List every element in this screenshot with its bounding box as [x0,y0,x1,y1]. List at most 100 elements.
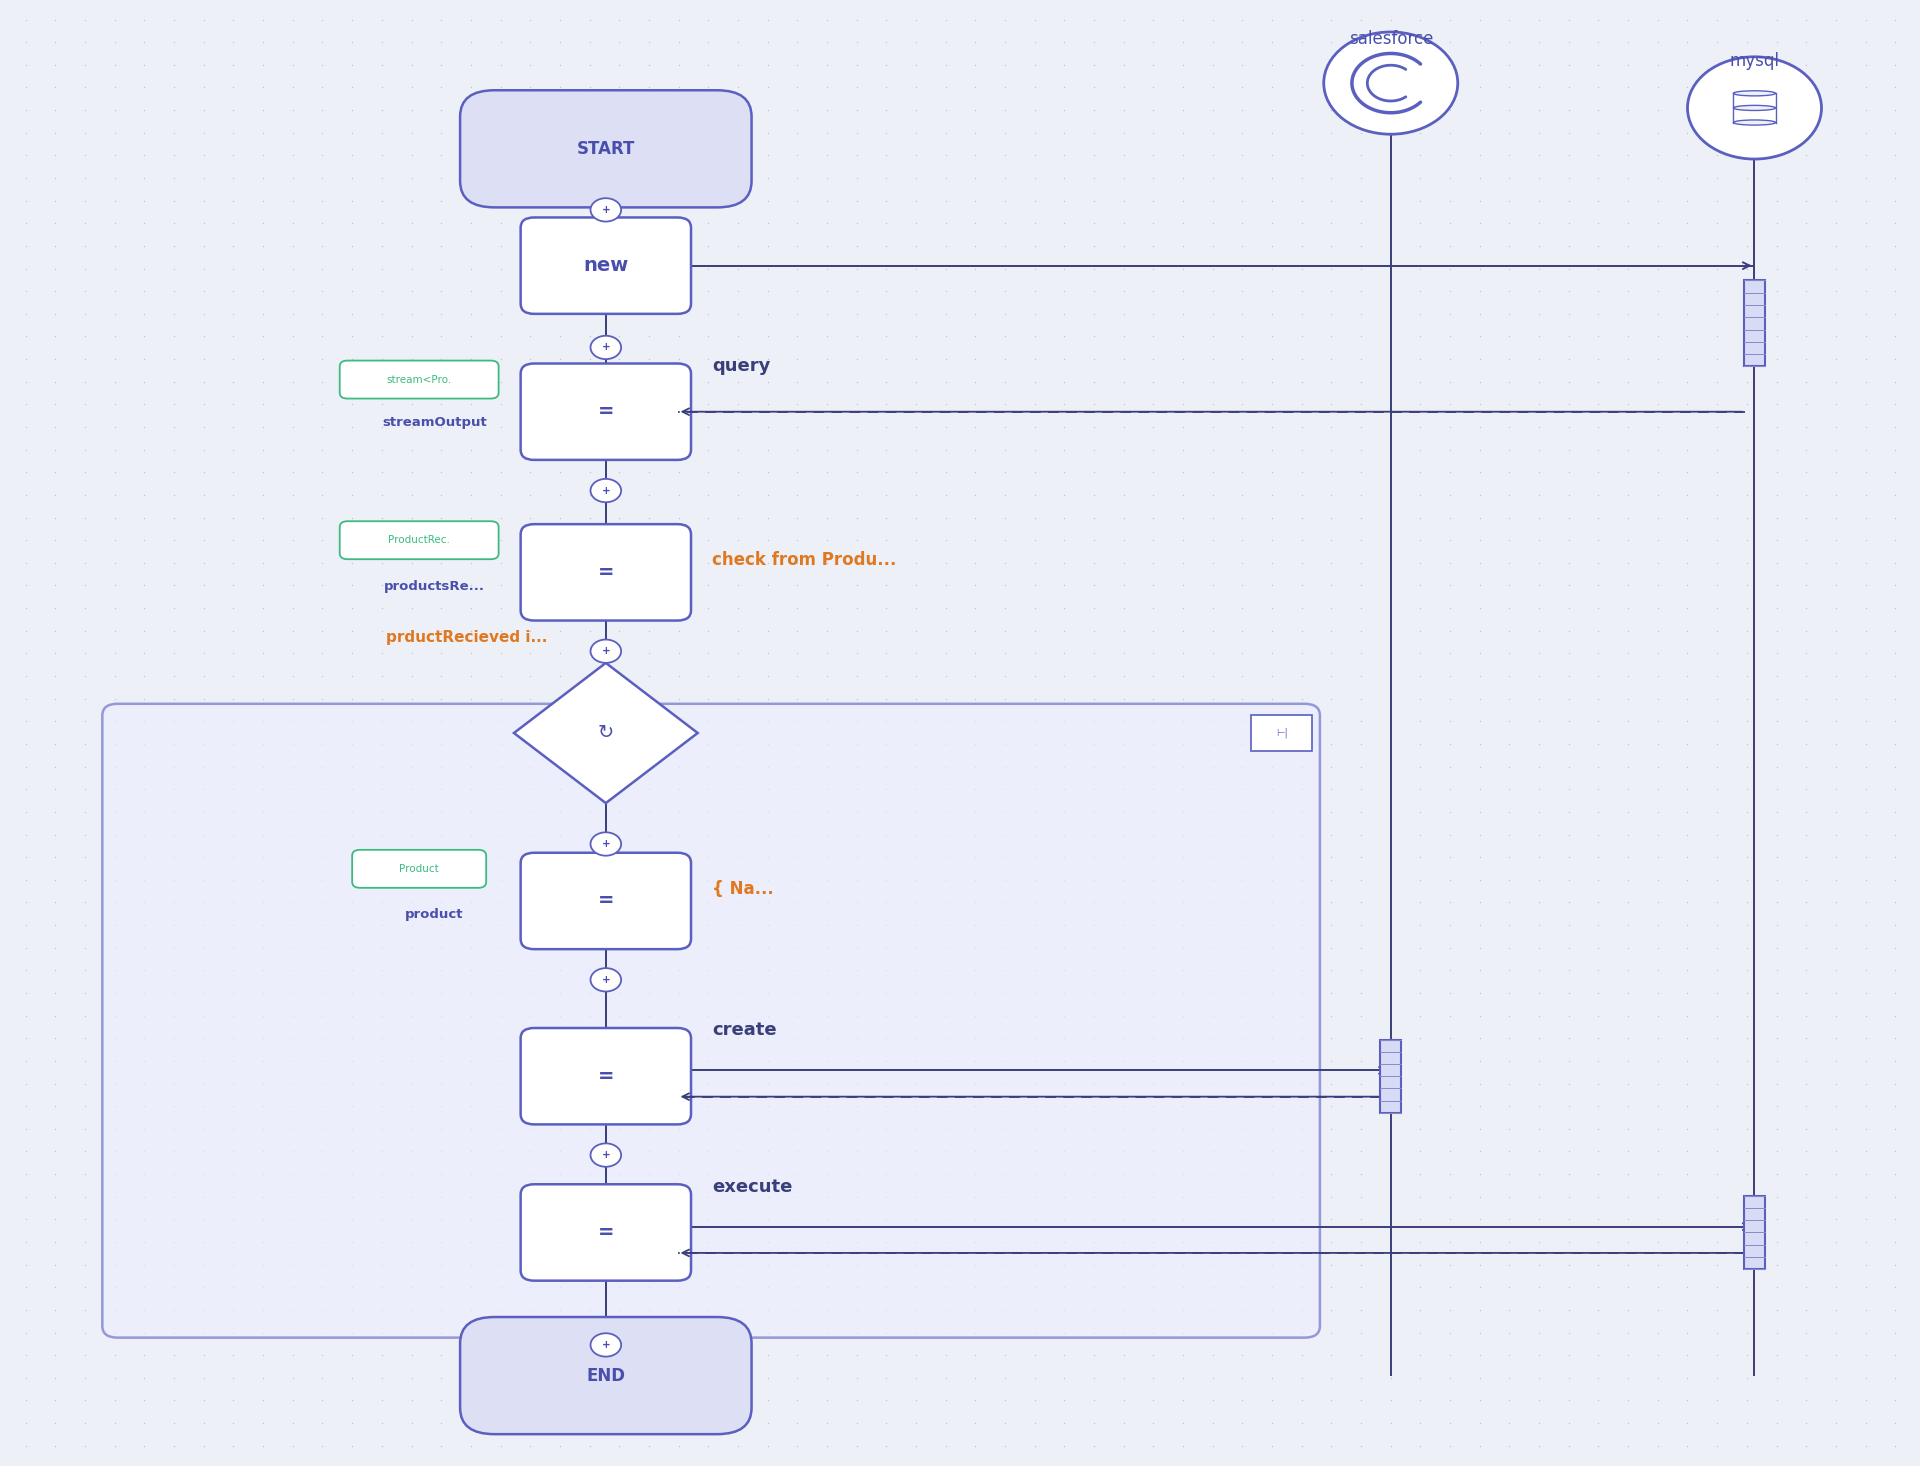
Point [900,868,931,891]
Point [219,732,250,755]
Point [1820,868,1851,891]
Point [989,1095,1020,1119]
Point [960,460,991,484]
Point [1405,1026,1436,1050]
Point [1227,642,1258,666]
Point [1761,7,1791,31]
Point [515,1117,545,1141]
Point [693,1253,724,1277]
Point [10,1388,40,1412]
Point [1672,211,1703,235]
Point [100,1275,131,1299]
Point [1494,1253,1524,1277]
Point [129,1004,159,1028]
Point [753,302,783,325]
Point [219,1275,250,1299]
Point [396,189,426,213]
Text: stream<Pro.: stream<Pro. [386,375,451,384]
Point [1553,573,1584,597]
Point [1584,31,1615,54]
Point [841,7,872,31]
Point [367,1275,397,1299]
Point [781,460,812,484]
Point [1820,76,1851,100]
Point [248,1050,278,1073]
Point [367,484,397,507]
Point [336,393,367,416]
Point [455,1050,486,1073]
Point [10,122,40,145]
Point [1851,1072,1882,1095]
Point [159,868,190,891]
Point [931,1230,962,1253]
Point [841,777,872,800]
Point [1820,529,1851,553]
Point [574,981,605,1004]
Point [219,76,250,100]
Point [219,551,250,575]
Point [1198,122,1229,145]
Point [426,1117,457,1141]
Point [10,484,40,507]
Point [1851,144,1882,167]
Point [989,7,1020,31]
Point [1553,597,1584,620]
Point [278,235,309,258]
Point [1167,1095,1198,1119]
Point [1346,1412,1377,1435]
Point [486,1050,516,1073]
Point [989,868,1020,891]
Point [1315,166,1346,189]
Point [841,1253,872,1277]
Point [1079,1299,1110,1322]
Point [605,1230,636,1253]
Point [605,981,636,1004]
Point [248,1321,278,1344]
Point [989,189,1020,213]
Point [722,529,753,553]
Point [1584,777,1615,800]
Point [40,1185,71,1208]
Point [545,438,576,462]
Point [841,822,872,846]
Point [931,280,962,303]
Point [1761,1388,1791,1412]
Point [900,1095,931,1119]
Point [545,347,576,371]
Point [1227,1095,1258,1119]
Point [753,551,783,575]
Point [1732,1343,1763,1366]
Point [781,1321,812,1344]
Point [574,1253,605,1277]
Point [1761,1050,1791,1073]
Point [1139,529,1169,553]
Point [515,777,545,800]
Point [336,347,367,371]
Point [1553,1253,1584,1277]
Point [1791,800,1822,824]
Point [188,800,219,824]
Point [1613,1004,1644,1028]
Point [278,642,309,666]
Point [1820,688,1851,711]
Point [1315,1253,1346,1277]
Point [1048,1026,1079,1050]
Text: Product: Product [399,863,440,874]
Point [1139,891,1169,915]
Point [960,868,991,891]
Point [1494,1095,1524,1119]
Point [1701,551,1732,575]
Point [1375,732,1405,755]
Point [1672,1253,1703,1277]
Point [1079,235,1110,258]
Point [900,144,931,167]
Point [1494,1004,1524,1028]
Point [1167,573,1198,597]
Point [10,688,40,711]
FancyBboxPatch shape [340,522,499,559]
Point [872,846,902,869]
Point [812,31,843,54]
Point [1851,1139,1882,1163]
Point [753,1412,783,1435]
Point [1880,1095,1910,1119]
